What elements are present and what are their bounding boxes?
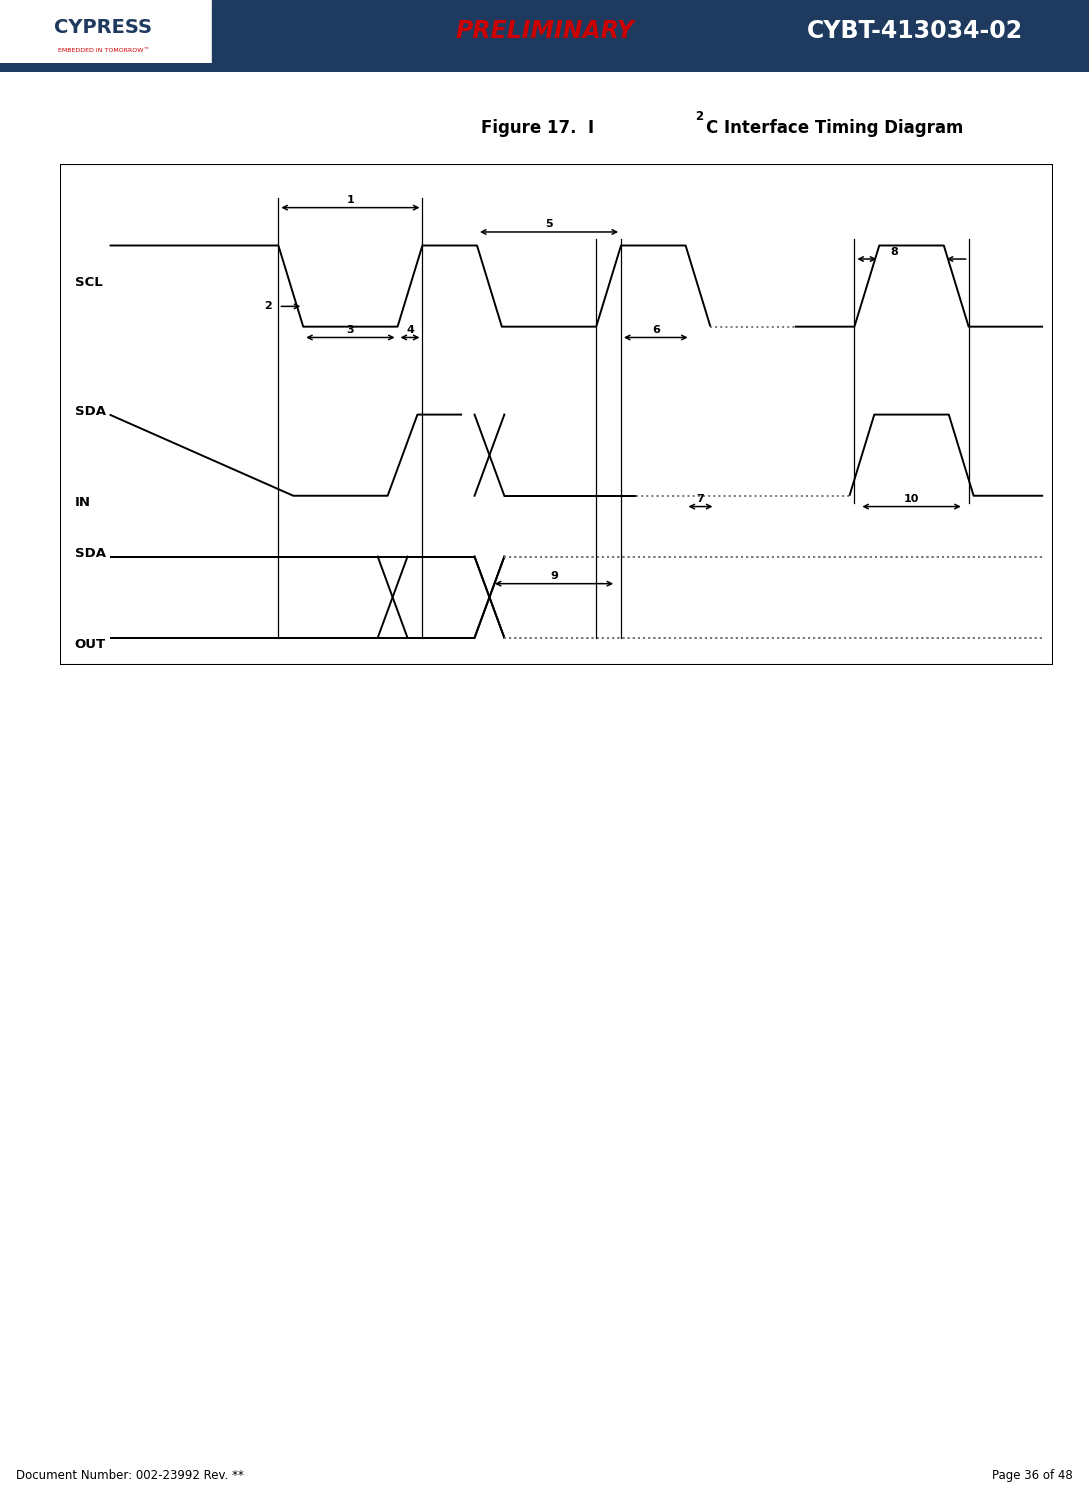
Bar (0, 0, 212, 61)
Text: CYPRESS: CYPRESS (54, 18, 152, 37)
Text: 7: 7 (697, 495, 705, 503)
Text: C Interface Timing Diagram: C Interface Timing Diagram (707, 120, 964, 137)
Text: 2: 2 (696, 111, 703, 123)
Text: Page 36 of 48: Page 36 of 48 (992, 1469, 1073, 1482)
Text: Document Number: 002-23992 Rev. **: Document Number: 002-23992 Rev. ** (16, 1469, 244, 1482)
Text: 3: 3 (346, 324, 354, 335)
Text: IN: IN (75, 496, 90, 509)
Text: SDA: SDA (75, 405, 106, 418)
Text: OUT: OUT (75, 638, 106, 651)
Text: CYBT-413034-02: CYBT-413034-02 (807, 19, 1023, 43)
Text: PRELIMINARY: PRELIMINARY (455, 19, 634, 43)
Text: 4: 4 (406, 324, 414, 335)
Text: EMBEDDED IN TOMORROW™: EMBEDDED IN TOMORROW™ (58, 48, 149, 54)
Bar (212, 0, 1089, 61)
Text: 9: 9 (550, 571, 558, 581)
Text: 2: 2 (265, 302, 272, 311)
Text: SDA: SDA (75, 547, 106, 560)
Text: 8: 8 (891, 248, 898, 257)
Text: 5: 5 (546, 220, 553, 229)
Text: 6: 6 (652, 324, 660, 335)
Text: Figure 17.  I: Figure 17. I (481, 120, 594, 137)
Text: 10: 10 (904, 495, 919, 503)
Text: SCL: SCL (75, 275, 102, 288)
Text: 1: 1 (346, 194, 354, 205)
